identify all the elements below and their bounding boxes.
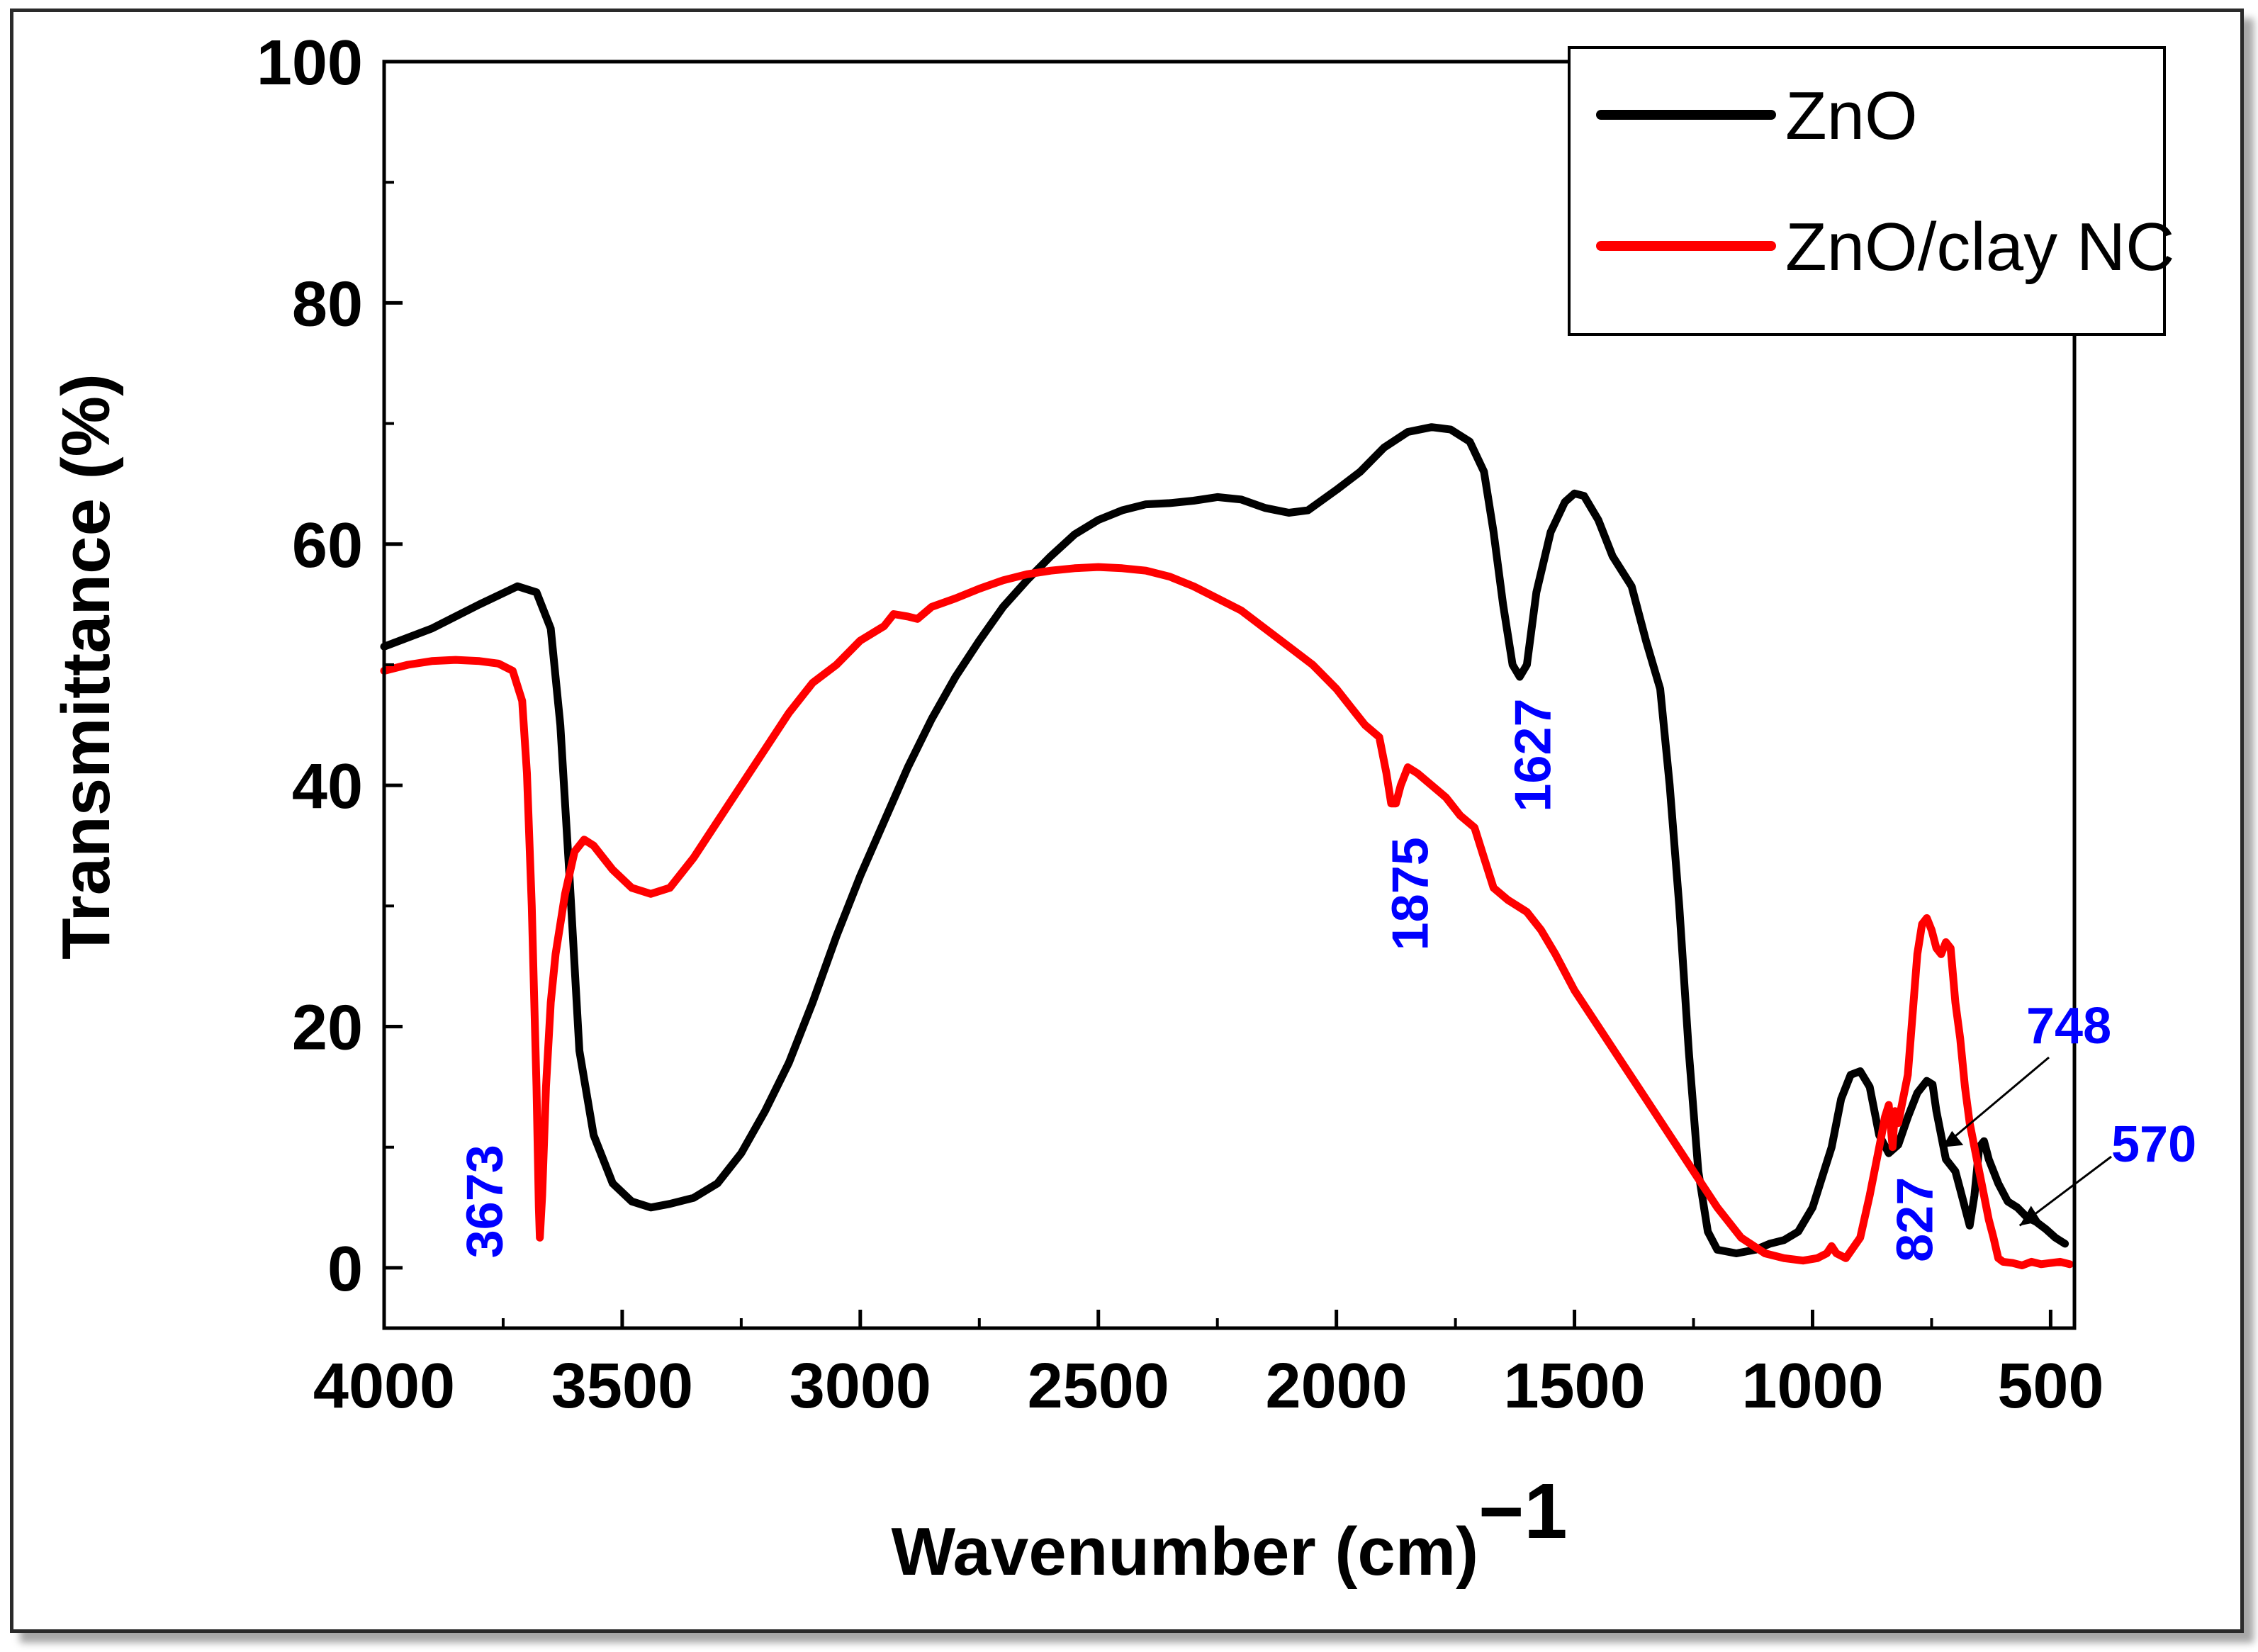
y-tick-label: 60: [292, 510, 363, 581]
legend: ZnO ZnO/clay NC: [1568, 46, 2174, 336]
x-tick-label: 1000: [1741, 1351, 1883, 1422]
peak-label-827: 827: [1887, 1177, 1944, 1262]
series-line-zno-clay-nc: [380, 563, 2074, 1269]
y-tick-label: 0: [327, 1234, 363, 1305]
series-layer: [380, 423, 2074, 1269]
x-tick-label: 3000: [790, 1351, 931, 1422]
ticks-layer: 4000 3500 3000 2500 2000 1500 1000 500 0 20 40 60 80…: [257, 28, 2104, 1422]
y-tick-label: 40: [292, 751, 363, 822]
annotation-layer: 3673 1875 1627 827 748 570: [457, 699, 2196, 1262]
y-tick-label: 80: [292, 269, 363, 339]
plot-area-frame: [382, 60, 2077, 1330]
legend-label: ZnO: [1785, 78, 1918, 154]
peak-label-748: 748: [2026, 998, 2111, 1055]
peak-label-1627: 1627: [1505, 699, 1561, 812]
x-axis-title: Wavenumber (cm)−1: [891, 1468, 1567, 1590]
peak-label-1875: 1875: [1383, 837, 1439, 950]
peak-label-570: 570: [2111, 1116, 2196, 1173]
peak-label-3673: 3673: [457, 1145, 514, 1258]
x-tick-label: 2500: [1028, 1351, 1169, 1422]
legend-box: [1568, 46, 2166, 336]
legend-items: ZnO ZnO/clay NC: [1596, 78, 2174, 285]
annotation-arrowhead: [1942, 1130, 1964, 1147]
axes-layer: [382, 60, 2077, 1330]
ftir-chart: 4000 3500 3000 2500 2000 1500 1000 500 0 20 40 60 80…: [48, 28, 2196, 1590]
annotation-arrowhead: [2019, 1206, 2041, 1226]
annotation-leader-line: [1941, 1056, 2050, 1148]
legend-label: ZnO/clay NC: [1785, 209, 2174, 285]
y-axis-title: Transmittance (%): [48, 373, 124, 960]
y-tick-label: 20: [292, 993, 363, 1064]
x-tick-label: 4000: [313, 1351, 455, 1422]
x-tick-label: 500: [1997, 1351, 2103, 1422]
series-line-zno: [380, 423, 2069, 1257]
x-tick-label: 1500: [1503, 1351, 1645, 1422]
x-tick-label: 3500: [551, 1351, 693, 1422]
figure-frame: 4000 3500 3000 2500 2000 1500 1000 500 0 20 40 60 80…: [10, 9, 2244, 1633]
y-tick-label: 100: [257, 28, 363, 99]
x-tick-label: 2000: [1266, 1351, 1408, 1422]
